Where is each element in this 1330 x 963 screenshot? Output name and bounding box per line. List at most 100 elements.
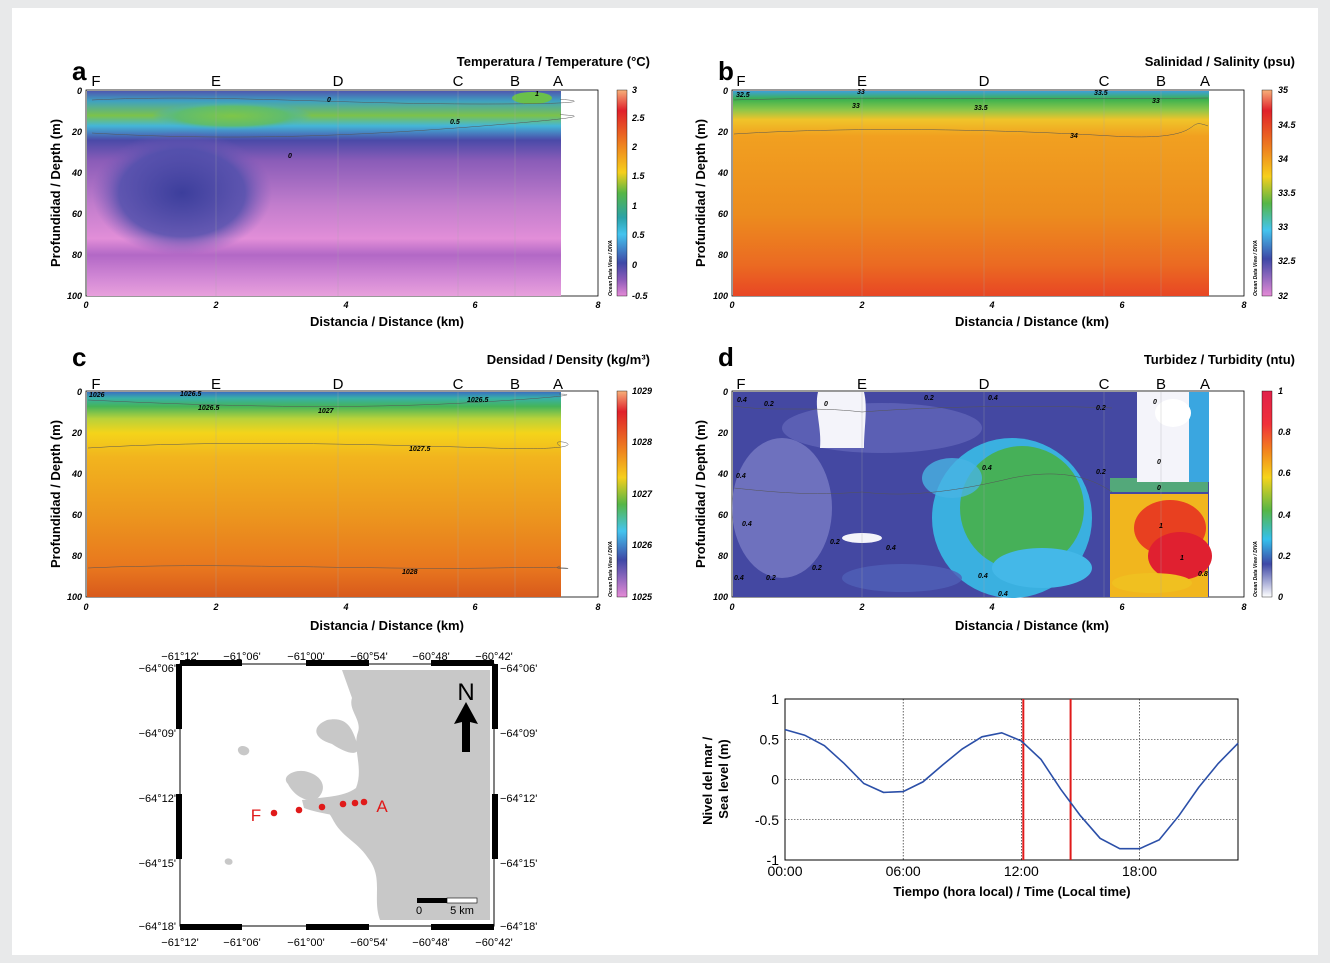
tide-y-label-line2: Sea level (m) xyxy=(716,739,731,819)
colorbar-tick: 0.2 xyxy=(1278,551,1291,561)
y-axis-label: Profundidad / Depth (m) xyxy=(48,119,63,267)
colorbar-scale xyxy=(616,390,628,598)
y-tick-label: 80 xyxy=(72,250,82,260)
tide-x-tick-label: 06:00 xyxy=(886,863,921,879)
contour-label: 0 xyxy=(288,153,292,160)
colorbar-tick: 0 xyxy=(1278,592,1283,602)
y-tick-label: 40 xyxy=(71,469,82,479)
station-label: A xyxy=(1200,376,1210,393)
contour-label: 1026 xyxy=(89,392,105,399)
y-axis: 0 20 40 60 80 100 Profundidad / Depth (m… xyxy=(48,86,82,301)
colorbar-tick: 34 xyxy=(1278,154,1288,164)
contour-line xyxy=(87,393,568,407)
x-axis: 0 2 4 6 8 Distancia / Distance (km) xyxy=(729,300,1246,329)
odv-credit: Ocean Data View / DIVA xyxy=(608,541,614,597)
turbidity-field xyxy=(732,392,1212,598)
contour-line xyxy=(733,405,1113,413)
x-tick-label: 8 xyxy=(595,300,600,310)
x-axis: 0 2 4 6 8 Distancia / Distance (km) xyxy=(83,300,600,329)
colorbar: Ocean Data View / DIVA 1 0.8 0.6 0.4 0.2… xyxy=(1253,386,1292,602)
contour-line xyxy=(733,473,1113,495)
y-axis-label: Profundidad / Depth (m) xyxy=(693,420,708,568)
station-label: C xyxy=(453,73,464,90)
x-tick-label: 0 xyxy=(729,602,734,612)
x-tick-label: 6 xyxy=(1119,602,1125,612)
station-label: D xyxy=(333,73,344,90)
lat-label: −64°18' xyxy=(139,921,176,933)
y-tick-label: 100 xyxy=(713,592,728,602)
station-label: B xyxy=(510,376,520,393)
panel-letter: b xyxy=(718,56,734,86)
tide-x-ticks: 00:00 06:00 12:00 18:00 xyxy=(767,863,1157,879)
north-arrow-icon xyxy=(454,702,478,752)
x-tick-label: 0 xyxy=(83,300,88,310)
contour-label: 1 xyxy=(535,91,539,98)
colorbar-tick: -0.5 xyxy=(632,291,649,301)
salinity-field xyxy=(733,91,1209,296)
y-axis: 0 20 40 60 80 100 Profundidad / Depth (m… xyxy=(693,387,728,602)
panel-title: Salinidad / Salinity (psu) xyxy=(1145,54,1295,69)
x-axis-label: Distancia / Distance (km) xyxy=(310,314,464,329)
cold-core xyxy=(92,131,272,255)
contour-label: 33 xyxy=(857,89,865,96)
contour-label: 1027 xyxy=(318,408,335,415)
colorbar-tick: 1026 xyxy=(632,540,653,550)
colorbar-tick: 1 xyxy=(1278,386,1283,396)
y-tick-label: 100 xyxy=(67,592,82,602)
station-label-f: F xyxy=(251,806,261,825)
colorbar-tick: 34.5 xyxy=(1278,120,1297,130)
y-tick-label: 0 xyxy=(77,86,82,96)
lon-label: −60°54' xyxy=(350,937,387,949)
x-axis-label: Distancia / Distance (km) xyxy=(955,618,1109,633)
contour-label: 1028 xyxy=(402,569,418,576)
lat-label: −64°12' xyxy=(500,793,537,805)
north-label: N xyxy=(457,679,474,706)
station-dot xyxy=(318,803,326,811)
colorbar-scale xyxy=(616,89,628,297)
panel-letter: d xyxy=(718,342,734,372)
y-tick-label: 20 xyxy=(71,428,82,438)
y-tick-label: 0 xyxy=(723,86,728,96)
colorbar-tick: 33.5 xyxy=(1278,188,1297,198)
tide-event-lines xyxy=(1022,699,1072,860)
x-tick-label: 8 xyxy=(1241,602,1246,612)
contour-label: 1026.5 xyxy=(198,405,220,412)
panel-a: a Temperatura / Temperature (°C) F E D C… xyxy=(48,54,650,329)
station-labels: F E D C B A xyxy=(736,73,1210,90)
x-axis-label: Distancia / Distance (km) xyxy=(955,314,1109,329)
station-label: E xyxy=(211,376,221,393)
station-label: F xyxy=(736,73,745,90)
contour-label: 33 xyxy=(1152,98,1160,105)
y-tick-label: 80 xyxy=(718,551,728,561)
y-tick-label: 60 xyxy=(718,510,728,520)
x-tick-label: 2 xyxy=(858,602,864,612)
scale-bar: 0 5 km xyxy=(416,897,478,917)
colorbar-tick: 0.5 xyxy=(632,230,646,240)
colorbar: Ocean Data View / DIVA 35 34.5 34 33.5 3… xyxy=(1253,85,1297,301)
contour-label: 0.5 xyxy=(450,119,460,126)
station-lines xyxy=(215,392,516,597)
station-labels: F E D C B A xyxy=(91,73,563,90)
panel-d: d Turbidez / Turbidity (ntu) F E D C B A xyxy=(693,342,1295,633)
x-axis-label: Distancia / Distance (km) xyxy=(310,618,464,633)
figure-canvas: a Temperatura / Temperature (°C) F E D C… xyxy=(48,54,1297,949)
station-label: E xyxy=(857,73,867,90)
colorbar-tick: 32.5 xyxy=(1278,256,1297,266)
y-tick-label: 20 xyxy=(717,127,728,137)
lat-label: −64°06' xyxy=(500,663,537,675)
y-tick-label: 0 xyxy=(723,387,728,397)
contour-label: 0 xyxy=(1153,399,1157,406)
tide-y-tick-label: 0.5 xyxy=(760,731,780,747)
contour-label: 1 xyxy=(1159,523,1163,530)
x-axis: 0 2 4 6 8 Distancia / Distance (km) xyxy=(83,602,600,633)
colorbar-tick: 1028 xyxy=(632,437,652,447)
station-label: F xyxy=(91,73,100,90)
lat-label: −64°12' xyxy=(139,793,176,805)
contour-label: 0.4 xyxy=(736,473,746,480)
station-label: D xyxy=(333,376,344,393)
x-tick-label: 6 xyxy=(1119,300,1125,310)
tide-y-label-line1: Nivel del mar / xyxy=(700,736,715,825)
map-right-lat-labels: −64°06' −64°09' −64°12' −64°15' −64°18' xyxy=(500,663,537,933)
contour-label: 0.4 xyxy=(737,397,747,404)
odv-credit: Ocean Data View / DIVA xyxy=(608,240,614,296)
